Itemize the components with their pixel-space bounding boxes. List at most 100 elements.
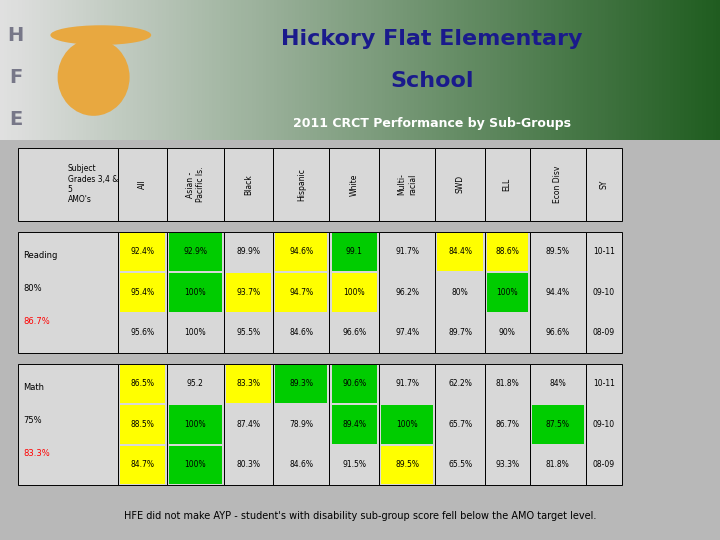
Text: Math: Math bbox=[24, 383, 45, 393]
Text: 100%: 100% bbox=[184, 328, 206, 338]
Text: 96.2%: 96.2% bbox=[395, 288, 419, 297]
Bar bbox=[644, 0, 648, 140]
Text: 97.4%: 97.4% bbox=[395, 328, 419, 338]
Bar bbox=[626, 0, 630, 140]
Text: 80%: 80% bbox=[24, 284, 42, 293]
Text: 10-11: 10-11 bbox=[593, 247, 615, 256]
Bar bbox=[162, 0, 166, 140]
Bar bbox=[167, 232, 224, 353]
Bar bbox=[619, 0, 623, 140]
Bar bbox=[586, 363, 621, 485]
Bar bbox=[101, 0, 104, 140]
Bar bbox=[227, 0, 230, 140]
Bar bbox=[83, 0, 86, 140]
Text: 89.4%: 89.4% bbox=[342, 420, 366, 429]
Bar bbox=[485, 147, 530, 221]
Bar bbox=[241, 0, 245, 140]
Text: 81.8%: 81.8% bbox=[495, 379, 519, 388]
Bar bbox=[220, 0, 223, 140]
Text: 89.5%: 89.5% bbox=[395, 461, 419, 469]
Bar bbox=[245, 0, 248, 140]
Bar bbox=[515, 0, 518, 140]
Bar bbox=[25, 0, 29, 140]
Circle shape bbox=[50, 25, 151, 45]
Text: 84%: 84% bbox=[549, 379, 566, 388]
Bar bbox=[586, 232, 621, 353]
Bar bbox=[554, 0, 558, 140]
Text: 86.7%: 86.7% bbox=[495, 420, 519, 429]
Bar bbox=[284, 0, 288, 140]
Bar bbox=[438, 233, 483, 271]
Bar bbox=[194, 0, 198, 140]
Text: 86.7%: 86.7% bbox=[24, 317, 50, 326]
Bar bbox=[117, 363, 167, 485]
Text: 78.9%: 78.9% bbox=[289, 420, 313, 429]
Text: 95.6%: 95.6% bbox=[130, 328, 155, 338]
Text: E: E bbox=[9, 110, 22, 129]
Bar bbox=[504, 0, 508, 140]
Bar bbox=[652, 0, 655, 140]
Bar bbox=[522, 0, 526, 140]
Bar bbox=[54, 0, 58, 140]
Text: 88.6%: 88.6% bbox=[495, 247, 519, 256]
Text: 83.3%: 83.3% bbox=[236, 379, 261, 388]
Bar bbox=[43, 0, 47, 140]
Text: 100%: 100% bbox=[184, 461, 206, 469]
Bar bbox=[421, 0, 425, 140]
Bar bbox=[349, 0, 353, 140]
Bar bbox=[122, 0, 126, 140]
Text: Hispanic: Hispanic bbox=[297, 168, 306, 201]
Bar bbox=[691, 0, 695, 140]
Bar bbox=[464, 0, 468, 140]
Bar bbox=[302, 0, 306, 140]
Text: Econ Disv: Econ Disv bbox=[553, 166, 562, 203]
Bar bbox=[677, 0, 680, 140]
Bar bbox=[252, 0, 256, 140]
Text: 100%: 100% bbox=[184, 288, 206, 297]
Bar bbox=[324, 0, 328, 140]
Bar bbox=[151, 0, 155, 140]
Bar bbox=[673, 0, 677, 140]
Bar bbox=[637, 0, 641, 140]
Bar bbox=[378, 0, 382, 140]
Bar bbox=[14, 0, 18, 140]
Bar bbox=[396, 0, 400, 140]
Text: 08-09: 08-09 bbox=[593, 461, 615, 469]
Text: F: F bbox=[9, 68, 22, 87]
Text: 94.4%: 94.4% bbox=[546, 288, 570, 297]
Text: 84.4%: 84.4% bbox=[448, 247, 472, 256]
Bar bbox=[277, 0, 281, 140]
Bar bbox=[594, 0, 598, 140]
Bar bbox=[104, 0, 108, 140]
Bar bbox=[18, 147, 117, 221]
Text: 93.7%: 93.7% bbox=[236, 288, 261, 297]
Text: 96.6%: 96.6% bbox=[342, 328, 366, 338]
Text: 90.6%: 90.6% bbox=[342, 379, 366, 388]
Bar bbox=[338, 0, 342, 140]
Bar bbox=[288, 0, 292, 140]
Bar bbox=[119, 0, 122, 140]
Bar bbox=[225, 273, 271, 312]
Text: 93.3%: 93.3% bbox=[495, 461, 519, 469]
Bar bbox=[306, 0, 310, 140]
Bar bbox=[223, 0, 227, 140]
Bar bbox=[169, 446, 222, 484]
Text: 90%: 90% bbox=[499, 328, 516, 338]
Bar bbox=[11, 0, 14, 140]
Bar bbox=[330, 232, 379, 353]
Bar bbox=[695, 0, 698, 140]
Bar bbox=[331, 273, 377, 312]
Bar bbox=[22, 0, 25, 140]
Bar bbox=[198, 0, 202, 140]
Bar bbox=[18, 0, 22, 140]
Bar bbox=[716, 0, 720, 140]
Bar bbox=[472, 0, 475, 140]
Bar bbox=[702, 0, 706, 140]
Bar bbox=[508, 0, 511, 140]
Text: 2011 CRCT Performance by Sub-Groups: 2011 CRCT Performance by Sub-Groups bbox=[293, 117, 571, 130]
Bar bbox=[65, 0, 68, 140]
Text: SWD: SWD bbox=[456, 176, 464, 193]
Bar bbox=[310, 0, 313, 140]
Bar bbox=[446, 0, 450, 140]
Bar bbox=[155, 0, 158, 140]
